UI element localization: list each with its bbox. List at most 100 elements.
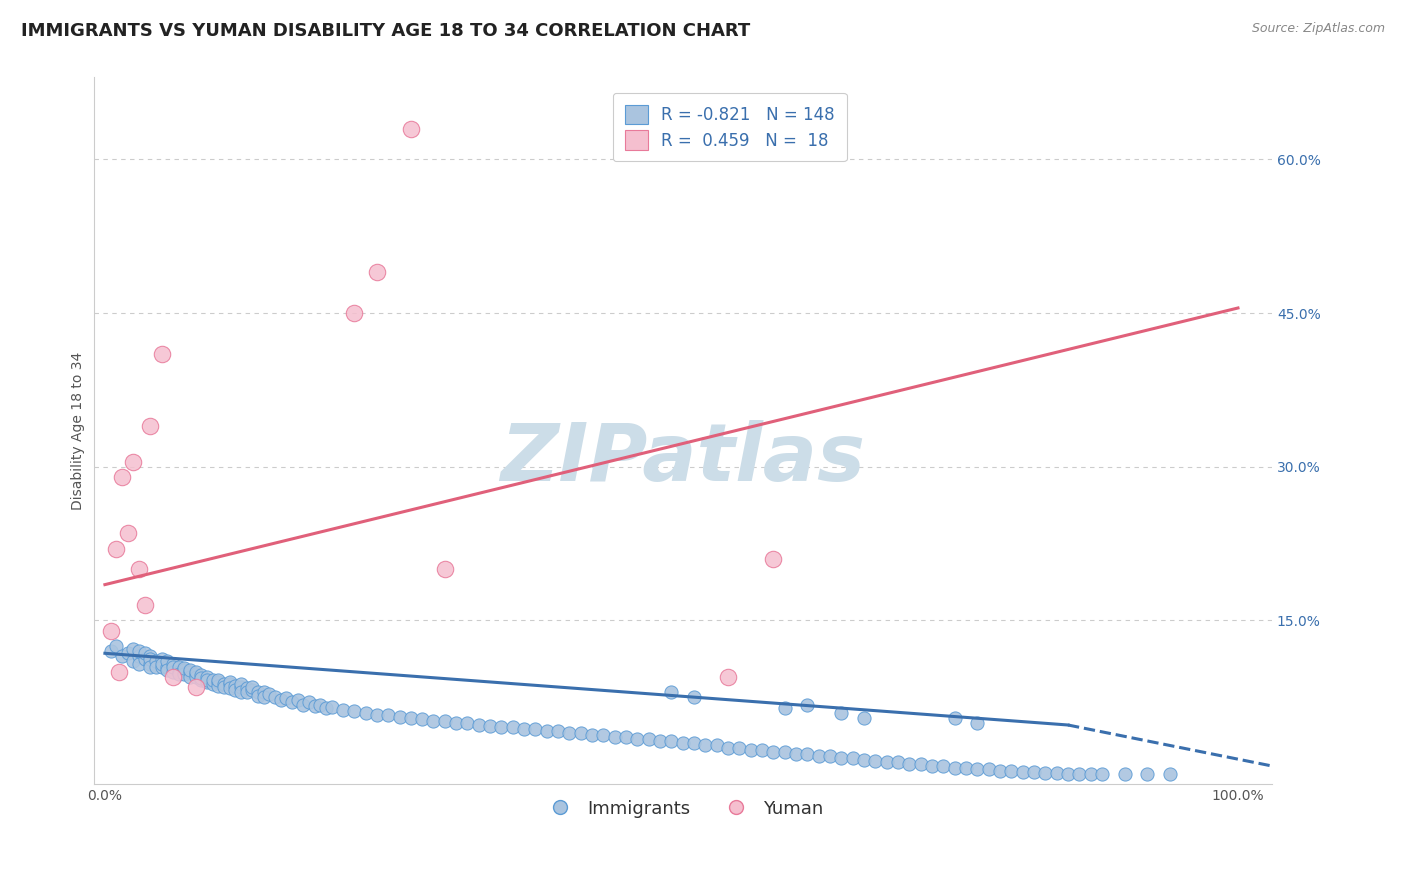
Point (150, 652, 173, 666)
Point (773, 745, 796, 759)
Point (717, 670, 740, 684)
Point (201, 673, 224, 687)
Point (246, 690, 269, 704)
Point (167, 665, 190, 679)
Point (502, 720, 524, 734)
Point (179, 670, 201, 684)
Point (167, 659, 190, 673)
Point (156, 663, 179, 677)
Point (257, 687, 280, 701)
Point (298, 696, 321, 710)
Point (224, 683, 246, 698)
Point (876, 755, 898, 769)
Point (218, 681, 240, 695)
Point (150, 659, 173, 673)
Point (190, 667, 212, 681)
Point (139, 659, 162, 673)
Point (145, 659, 167, 673)
Point (411, 712, 433, 726)
Point (1080, 767, 1102, 781)
Point (252, 685, 274, 699)
Point (785, 747, 807, 761)
Point (683, 690, 706, 705)
Point (304, 698, 326, 713)
Point (145, 655, 167, 669)
Point (100, 624, 122, 638)
Point (167, 666, 190, 681)
Point (547, 724, 569, 739)
Point (156, 655, 179, 669)
Point (240, 680, 263, 694)
Point (1091, 767, 1114, 781)
Point (966, 762, 988, 776)
Point (139, 657, 162, 671)
Point (122, 655, 145, 669)
Point (343, 306, 366, 320)
Point (444, 715, 467, 730)
Point (139, 418, 162, 433)
Point (377, 707, 399, 722)
Point (479, 719, 502, 733)
Point (966, 715, 988, 730)
Point (751, 742, 773, 756)
Point (162, 659, 184, 673)
Point (388, 710, 411, 724)
Point (853, 711, 876, 725)
Point (150, 657, 173, 671)
Point (128, 649, 150, 664)
Point (315, 700, 337, 714)
Point (366, 265, 388, 279)
Point (661, 685, 683, 699)
Point (122, 642, 145, 657)
Point (235, 681, 257, 695)
Point (637, 732, 659, 747)
Point (1000, 764, 1022, 778)
Point (581, 728, 603, 742)
Point (128, 657, 150, 671)
Point (281, 696, 304, 710)
Point (173, 666, 195, 681)
Point (830, 751, 852, 765)
Point (107, 665, 129, 679)
Point (190, 671, 212, 685)
Point (717, 740, 740, 755)
Point (117, 646, 139, 660)
Point (179, 665, 201, 679)
Point (661, 734, 683, 748)
Point (162, 665, 184, 679)
Point (212, 680, 235, 694)
Point (224, 679, 246, 693)
Point (122, 455, 145, 469)
Point (943, 711, 966, 725)
Point (162, 670, 184, 684)
Legend: Immigrants, Yuman: Immigrants, Yuman (536, 792, 831, 825)
Point (614, 731, 637, 745)
Point (184, 666, 207, 681)
Point (179, 663, 201, 677)
Point (683, 736, 706, 750)
Point (134, 646, 156, 660)
Y-axis label: Disability Age 18 to 34: Disability Age 18 to 34 (72, 351, 86, 510)
Point (252, 690, 274, 705)
Point (988, 764, 1011, 778)
Point (207, 679, 229, 693)
Point (1136, 767, 1159, 781)
Point (807, 748, 830, 763)
Point (1011, 765, 1033, 780)
Point (173, 663, 195, 677)
Point (195, 675, 218, 690)
Point (524, 722, 547, 736)
Point (491, 720, 513, 734)
Point (139, 649, 162, 664)
Point (134, 598, 156, 612)
Point (332, 703, 354, 717)
Text: Source: ZipAtlas.com: Source: ZipAtlas.com (1251, 22, 1385, 36)
Point (569, 726, 592, 740)
Point (184, 680, 207, 694)
Point (773, 700, 796, 714)
Point (468, 718, 491, 732)
Point (229, 685, 252, 699)
Point (207, 673, 229, 687)
Point (117, 526, 139, 541)
Point (105, 639, 128, 653)
